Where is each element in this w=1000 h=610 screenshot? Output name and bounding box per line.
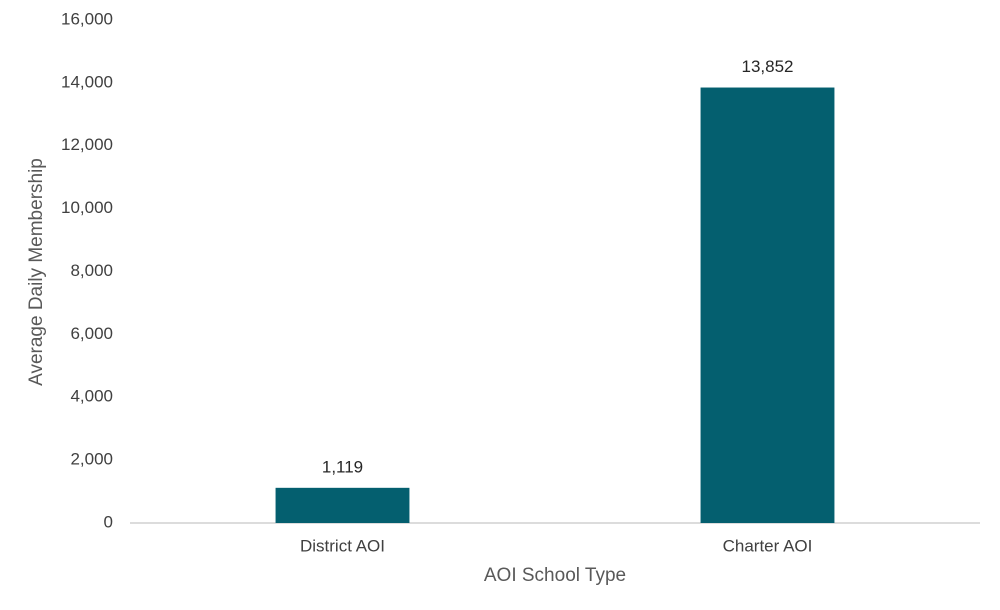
y-tick-label: 14,000 <box>61 72 113 91</box>
y-tick-label: 12,000 <box>61 135 113 154</box>
value-label: 13,852 <box>742 57 794 76</box>
bar <box>275 487 410 523</box>
y-axis-title: Average Daily Membership <box>26 158 47 386</box>
y-tick-label: 0 <box>104 512 113 531</box>
y-tick-label: 10,000 <box>61 198 113 217</box>
x-tick-label: Charter AOI <box>723 536 813 555</box>
y-tick-label: 2,000 <box>70 450 113 469</box>
x-tick-label: District AOI <box>300 536 385 555</box>
bar <box>700 87 835 524</box>
value-label: 1,119 <box>322 457 363 476</box>
x-axis-title: AOI School Type <box>484 565 626 586</box>
y-tick-label: 6,000 <box>70 324 113 343</box>
y-tick-label: 8,000 <box>70 261 113 280</box>
y-tick-label: 16,000 <box>61 9 113 28</box>
y-tick-label: 4,000 <box>70 387 113 406</box>
